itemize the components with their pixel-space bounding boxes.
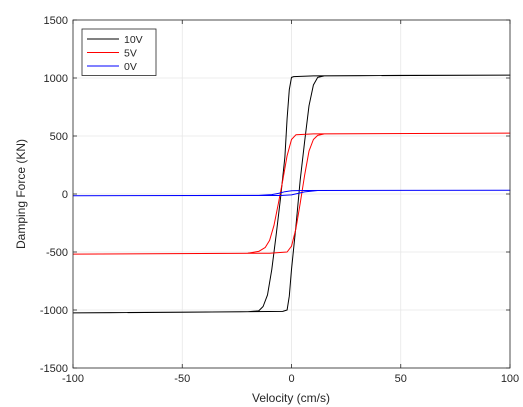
y-tick-label: 1500: [44, 15, 68, 27]
y-tick-label: -500: [46, 247, 68, 259]
series-line-5v: [72, 132, 511, 255]
y-tick-label: 1000: [44, 73, 68, 85]
legend-label: 0V: [124, 61, 137, 73]
x-tick-label: -50: [174, 373, 190, 385]
y-tick-label: 0: [62, 189, 68, 201]
x-tick-label: 50: [395, 373, 407, 385]
y-tick-label: 500: [50, 131, 68, 143]
x-tick-label: 0: [288, 373, 294, 385]
y-tick-label: -1500: [40, 363, 68, 375]
x-axis-label: Velocity (cm/s): [252, 391, 330, 405]
y-axis-label: Damping Force (KN): [14, 139, 28, 249]
series-lines: [72, 74, 511, 314]
legend-label: 10V: [124, 34, 143, 46]
series-line-0v: [72, 189, 511, 197]
series-line-10v: [72, 74, 511, 314]
legend-label: 5V: [124, 48, 137, 60]
x-tick-label: -100: [62, 373, 84, 385]
x-tick-label: 100: [501, 373, 519, 385]
y-tick-label: -1000: [40, 305, 68, 317]
